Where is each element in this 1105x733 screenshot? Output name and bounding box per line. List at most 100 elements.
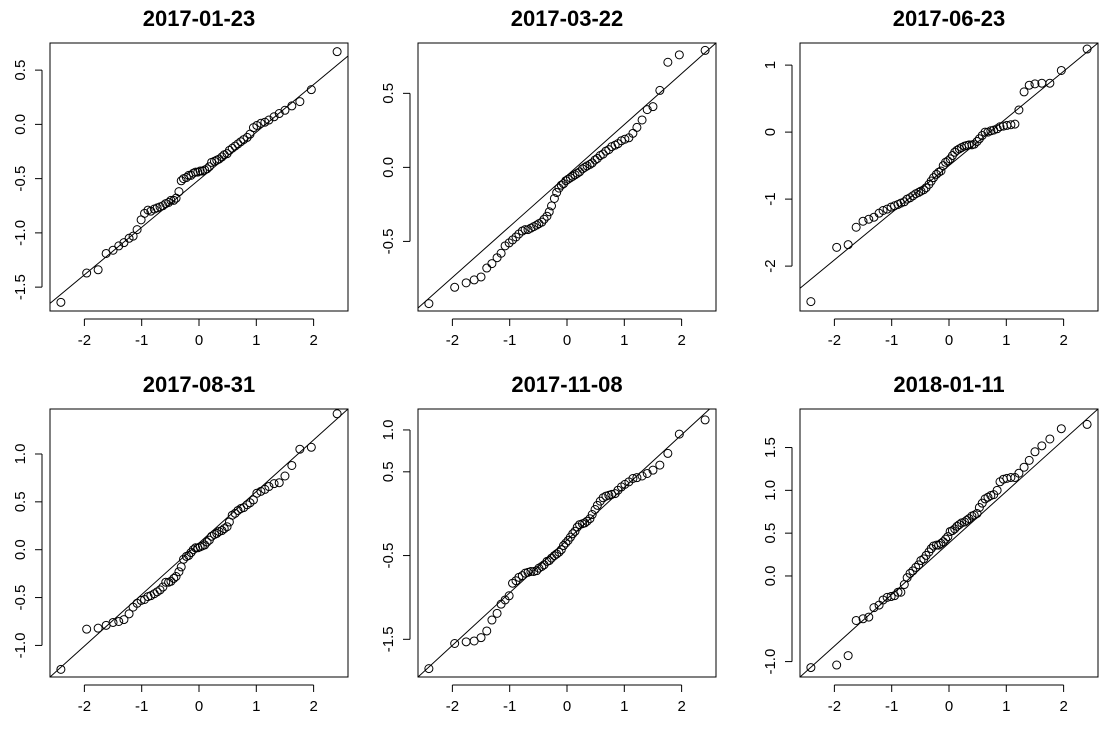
x-tick-label: 2 xyxy=(1059,698,1067,715)
sample-point xyxy=(287,460,297,470)
sample-point xyxy=(1037,441,1047,451)
sample-point xyxy=(869,212,879,222)
sample-point xyxy=(158,582,168,592)
sample-point xyxy=(565,173,575,183)
y-tick-label: -1.0 xyxy=(12,220,29,246)
qq-panel: 2017-08-31 -2 -1 0 1 2 -1.0 -0.5 0.0 0.5 1.0 xyxy=(12,372,349,715)
y-tick-label: 0.5 xyxy=(380,461,397,482)
sample-point xyxy=(487,615,497,625)
sample-point xyxy=(539,214,549,224)
sample-point xyxy=(964,140,974,150)
sample-point xyxy=(950,524,960,534)
sample-point xyxy=(295,97,305,107)
sample-point xyxy=(274,478,284,488)
sample-point xyxy=(992,485,1002,495)
sample-point xyxy=(424,664,434,674)
sample-point xyxy=(905,568,915,578)
sample-point xyxy=(264,115,274,125)
sample-point xyxy=(851,222,861,232)
sample-point xyxy=(1056,424,1066,434)
x-tick-label: -1 xyxy=(503,698,516,715)
sample-point xyxy=(954,520,964,530)
sample-point xyxy=(806,297,816,307)
y-tick-label: 0.0 xyxy=(12,539,29,560)
sample-point xyxy=(1045,78,1055,88)
sample-point xyxy=(938,537,948,547)
sample-point xyxy=(256,486,266,496)
sample-point xyxy=(114,241,124,251)
sample-point xyxy=(952,145,962,155)
sample-point xyxy=(620,134,630,144)
sample-point xyxy=(132,225,142,235)
sample-point xyxy=(476,633,486,643)
sample-point xyxy=(82,624,92,634)
x-tick-label: -1 xyxy=(503,332,516,349)
sample-point xyxy=(224,145,234,155)
sample-points xyxy=(424,415,710,674)
sample-point xyxy=(56,664,66,674)
sample-point xyxy=(424,299,434,309)
sample-point xyxy=(332,47,342,57)
sample-point xyxy=(537,561,547,571)
sample-point xyxy=(242,500,252,510)
sample-point xyxy=(559,541,569,551)
sample-point xyxy=(934,540,944,550)
sample-point xyxy=(450,282,460,292)
reference-line xyxy=(800,43,1098,289)
sample-point xyxy=(186,548,196,558)
y-tick-label: 1.0 xyxy=(762,480,779,501)
sample-point xyxy=(896,587,906,597)
sample-point xyxy=(941,534,951,544)
sample-point xyxy=(929,173,939,183)
sample-point xyxy=(256,118,266,128)
qq-panel: 2017-11-08 -2 -1 0 1 2 -1.5 -0.5 0.5 1.0 xyxy=(380,372,717,715)
sample-point xyxy=(233,505,243,515)
sample-point xyxy=(642,105,652,115)
sample-point xyxy=(648,102,658,112)
sample-point xyxy=(556,545,566,555)
sample-point xyxy=(1082,44,1092,54)
y-tick-label: 0.5 xyxy=(380,83,397,104)
sample-point xyxy=(969,510,979,520)
sample-point xyxy=(230,508,240,518)
sample-point xyxy=(128,231,138,241)
sample-point xyxy=(806,663,816,673)
sample-point xyxy=(542,211,552,221)
sample-point xyxy=(632,122,642,132)
sample-point xyxy=(1006,472,1016,482)
sample-point xyxy=(936,538,946,548)
sample-point xyxy=(269,112,279,122)
sample-point xyxy=(306,442,316,452)
sample-point xyxy=(655,85,665,95)
sample-point xyxy=(911,562,921,572)
sample-point xyxy=(181,173,191,183)
sample-point xyxy=(936,166,946,176)
sample-point xyxy=(568,529,578,539)
sample-point xyxy=(508,235,518,245)
y-tick-label: 0.5 xyxy=(12,491,29,512)
sample-point xyxy=(972,136,982,146)
sample-point xyxy=(191,543,201,553)
x-tick-label: 0 xyxy=(945,332,953,349)
sample-point xyxy=(169,195,179,205)
sample-point xyxy=(554,547,564,557)
sample-point xyxy=(1024,80,1034,90)
reference-line xyxy=(50,55,348,304)
qq-panel: 2017-01-23 -2 -1 0 1 2 -1.5 -1.0 -0.5 0.0 0.5 xyxy=(12,6,349,349)
sample-point xyxy=(482,626,492,636)
sample-point xyxy=(155,585,165,595)
panel-title: 2018-01-11 xyxy=(893,372,1004,397)
sample-point xyxy=(264,482,274,492)
y-tick-label: 0.0 xyxy=(762,566,779,587)
sample-point xyxy=(217,152,227,162)
plot-frame xyxy=(799,408,1099,678)
sample-point xyxy=(568,171,578,181)
sample-point xyxy=(511,576,521,586)
sample-point xyxy=(572,522,582,532)
sample-point xyxy=(943,532,953,542)
x-tick-label: 0 xyxy=(195,698,203,715)
x-tick-label: -2 xyxy=(446,698,459,715)
sample-point xyxy=(552,549,562,559)
sample-point xyxy=(648,465,658,475)
